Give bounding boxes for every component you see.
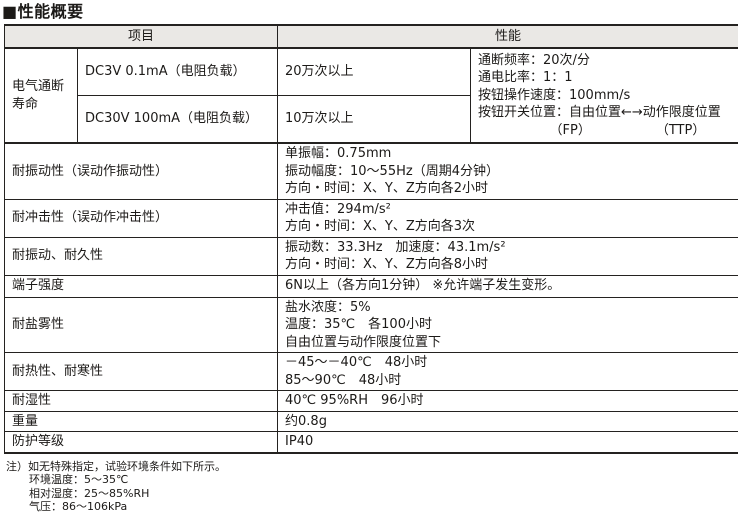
table-row: 耐热性、耐寒性 －45～－40℃ 48小时 85～90℃ 48小时 bbox=[5, 353, 738, 391]
cell-test-conditions: 通断频率：20次/分 通电比率：1：1 按钮操作速度：100mm/s 按钮开关位… bbox=[471, 48, 738, 143]
cell-item-label: 防护等级 bbox=[5, 432, 278, 453]
cell-item-label: 耐冲击性（误动作冲击性） bbox=[5, 199, 278, 237]
cell-condition-dc3v: DC3V 0.1mA（电阻负载） bbox=[78, 48, 278, 95]
header-cell-item: 项目 bbox=[5, 25, 278, 48]
cell-item-label: 耐盐雾性 bbox=[5, 297, 278, 353]
cell-performance-value: 单振幅：0.75mm 振动幅度：10～55Hz（周期4分钟） 方向・时间：X、Y… bbox=[278, 143, 738, 199]
table-row: 电气通断 寿命 DC3V 0.1mA（电阻负载） 20万次以上 通断频率：20次… bbox=[5, 48, 738, 95]
footnote-block: 注）如无特殊指定，试验环境条件如下所示。 环境温度：5～35℃ 相对湿度：25～… bbox=[6, 460, 738, 514]
cell-item-label: 端子强度 bbox=[5, 275, 278, 297]
cell-performance-value: 40℃ 95%RH 96小时 bbox=[278, 391, 738, 412]
cell-performance-value: 6N以上（各方向1分钟） ※允许端子发生变形。 bbox=[278, 275, 738, 297]
cell-performance-value: 盐水浓度：5% 温度：35℃ 各100小时 自由位置与动作限度位置下 bbox=[278, 297, 738, 353]
cell-result-dc3v: 20万次以上 bbox=[278, 48, 471, 95]
cell-item-label: 耐热性、耐寒性 bbox=[5, 353, 278, 391]
header-cell-performance: 性能 bbox=[278, 25, 738, 48]
table-row: 耐盐雾性 盐水浓度：5% 温度：35℃ 各100小时 自由位置与动作限度位置下 bbox=[5, 297, 738, 353]
cell-item-label: 耐湿性 bbox=[5, 391, 278, 412]
datasheet-page: ■性能概要 项目 性能 电气通断 寿命 DC3V 0.1mA（电阻负载） 20万… bbox=[0, 2, 738, 500]
table-row: 端子强度 6N以上（各方向1分钟） ※允许端子发生变形。 bbox=[5, 275, 738, 297]
cell-electrical-life-label: 电气通断 寿命 bbox=[5, 48, 78, 143]
performance-spec-table: 项目 性能 电气通断 寿命 DC3V 0.1mA（电阻负载） 20万次以上 通断… bbox=[4, 24, 738, 454]
cell-performance-value: 振动数：33.3Hz 加速度：43.1m/s² 方向・时间：X、Y、Z方向各8小… bbox=[278, 237, 738, 275]
table-row: 耐冲击性（误动作冲击性） 冲击值：294m/s² 方向・时间：X、Y、Z方向各3… bbox=[5, 199, 738, 237]
cell-item-label: 耐振动性（误动作振动性） bbox=[5, 143, 278, 199]
table-row: 防护等级 IP40 bbox=[5, 432, 738, 453]
cell-performance-value: IP40 bbox=[278, 432, 738, 453]
cell-condition-dc30v: DC30V 100mA（电阻负载） bbox=[78, 95, 278, 143]
table-row: 重量 约0.8g bbox=[5, 411, 738, 432]
table-row: 耐湿性 40℃ 95%RH 96小时 bbox=[5, 391, 738, 412]
footnote-conditions: 环境温度：5～35℃ 相对湿度：25～85%RH 气压：86～106kPa bbox=[29, 473, 738, 514]
cell-performance-value: 约0.8g bbox=[278, 411, 738, 432]
cell-performance-value: 冲击值：294m/s² 方向・时间：X、Y、Z方向各3次 bbox=[278, 199, 738, 237]
cell-item-label: 重量 bbox=[5, 411, 278, 432]
footnote-heading: 注）如无特殊指定，试验环境条件如下所示。 bbox=[6, 460, 738, 474]
cell-performance-value: －45～－40℃ 48小时 85～90℃ 48小时 bbox=[278, 353, 738, 391]
table-header-row: 项目 性能 bbox=[5, 25, 738, 48]
page-title: ■性能概要 bbox=[2, 2, 738, 21]
table-row: 耐振动性（误动作振动性） 单振幅：0.75mm 振动幅度：10～55Hz（周期4… bbox=[5, 143, 738, 199]
cell-item-label: 耐振动、耐久性 bbox=[5, 237, 278, 275]
table-row: 耐振动、耐久性 振动数：33.3Hz 加速度：43.1m/s² 方向・时间：X、… bbox=[5, 237, 738, 275]
cell-result-dc30v: 10万次以上 bbox=[278, 95, 471, 143]
